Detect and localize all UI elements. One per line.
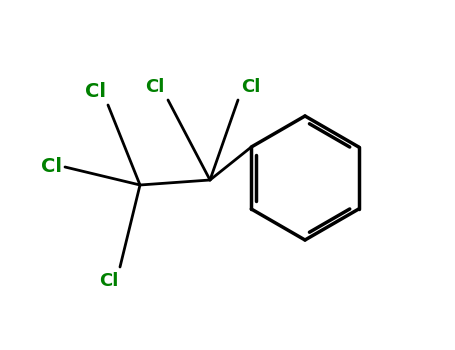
Text: Cl: Cl bbox=[99, 272, 118, 290]
Text: Cl: Cl bbox=[241, 78, 260, 96]
Text: Cl: Cl bbox=[41, 158, 62, 176]
Text: Cl: Cl bbox=[85, 82, 106, 101]
Text: Cl: Cl bbox=[146, 78, 165, 96]
